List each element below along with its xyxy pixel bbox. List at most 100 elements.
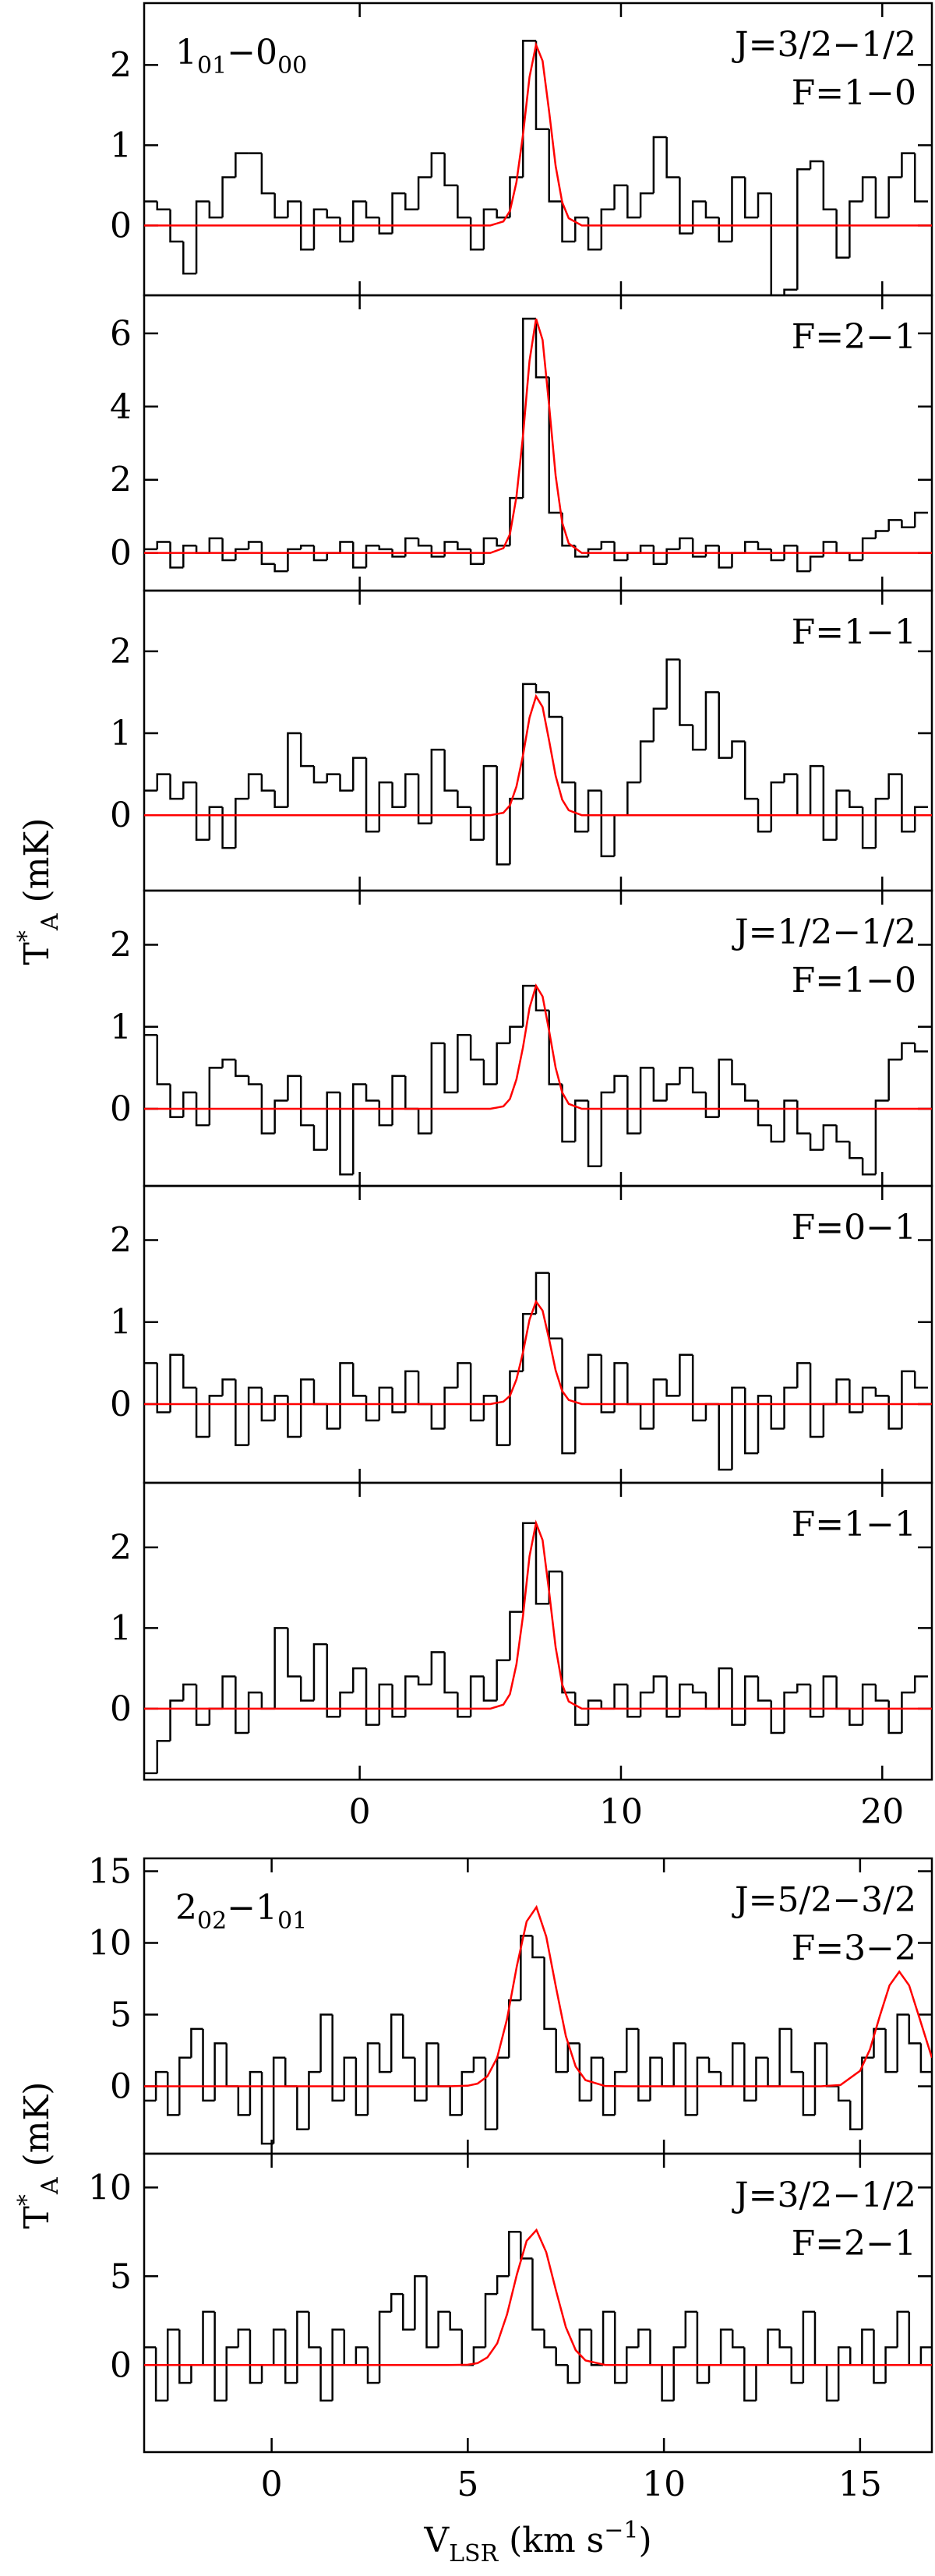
spectrum-step bbox=[652, 1067, 667, 1102]
spectrum-step bbox=[402, 2294, 415, 2331]
y-axis-label-part: * bbox=[13, 930, 41, 942]
spectrum-step bbox=[613, 1683, 628, 1709]
y-tick-label: 2 bbox=[110, 1528, 132, 1568]
spectrum-step bbox=[339, 217, 354, 243]
spectrum-step bbox=[299, 1075, 314, 1127]
spectrum-step bbox=[169, 774, 184, 800]
spectrum-step bbox=[469, 1035, 484, 1061]
spectrum-step bbox=[783, 1691, 798, 1733]
spectrum-step bbox=[626, 552, 641, 561]
y-tick-label: 5 bbox=[110, 1996, 132, 2035]
spectrum-step bbox=[704, 1403, 719, 1421]
spectrum-step bbox=[757, 799, 771, 833]
spectrum-step bbox=[326, 1091, 340, 1150]
line-label: F=3−2 bbox=[792, 1928, 916, 1968]
spectrum-step bbox=[587, 1353, 602, 1388]
spectrum-step bbox=[696, 2311, 710, 2384]
spectrum-step bbox=[913, 1371, 928, 1389]
spectrum-step bbox=[208, 201, 223, 219]
plot-area bbox=[144, 1904, 932, 2145]
spectrum-step bbox=[590, 2329, 604, 2366]
spectrum-step bbox=[600, 208, 615, 250]
spectrum-step bbox=[561, 1084, 576, 1143]
spectrum-step bbox=[639, 544, 654, 553]
spectrum-step bbox=[272, 2056, 286, 2144]
spectrum-step bbox=[472, 2056, 486, 2073]
spectrum-step bbox=[287, 200, 302, 218]
spectrum-step bbox=[417, 1371, 432, 1406]
spectrum-step bbox=[770, 781, 785, 832]
spectrum-step bbox=[472, 2346, 486, 2366]
spectrum-step bbox=[195, 782, 210, 842]
spectrum-step bbox=[825, 2043, 839, 2087]
x-tick-label: 20 bbox=[860, 1792, 904, 1832]
spectrum-step bbox=[404, 1370, 419, 1413]
spectrum-step bbox=[731, 2329, 745, 2348]
spectrum-step bbox=[873, 2329, 886, 2384]
spectrum-step bbox=[626, 2346, 639, 2384]
spectrum-step bbox=[874, 1387, 889, 1397]
spectrum-step bbox=[169, 209, 184, 243]
spectrum-step bbox=[365, 544, 379, 568]
y-tick-label: 6 bbox=[110, 314, 132, 354]
spectrum-step bbox=[704, 201, 719, 219]
spectrum-step bbox=[365, 1396, 379, 1422]
spectrum-step bbox=[312, 1379, 327, 1406]
spectrum-step bbox=[913, 1043, 928, 1053]
fit-line bbox=[144, 1299, 932, 1406]
spectrum-step bbox=[273, 1627, 288, 1709]
spectrum-step bbox=[430, 1403, 445, 1430]
spectrum-step bbox=[430, 152, 445, 178]
spectrum-step bbox=[235, 548, 249, 561]
spectrum-step bbox=[482, 1395, 497, 1421]
spectrum-step bbox=[247, 1386, 262, 1445]
spectrum-step bbox=[169, 1353, 184, 1413]
spectrum-step bbox=[770, 1396, 785, 1430]
spectrum-step bbox=[202, 2310, 215, 2366]
spectrum-step bbox=[887, 773, 902, 799]
spectrum-step bbox=[822, 541, 837, 557]
spectrum-step bbox=[449, 2086, 462, 2116]
spectrum-step bbox=[731, 1668, 746, 1726]
spectrum-step bbox=[757, 1676, 771, 1702]
spectrum-step bbox=[509, 1025, 524, 1043]
y-tick-label: 2 bbox=[110, 461, 132, 500]
spectrum-step bbox=[221, 1378, 236, 1396]
spectrum-step bbox=[260, 1084, 275, 1134]
spectrum-step bbox=[273, 563, 288, 573]
spectrum-step bbox=[469, 1363, 484, 1422]
y-tick-label: 0 bbox=[110, 1385, 132, 1424]
spectrum-step bbox=[457, 1362, 471, 1388]
spectrum-step bbox=[802, 2072, 815, 2116]
spectrum-step bbox=[339, 541, 354, 553]
spectrum-step bbox=[778, 2329, 792, 2348]
x-tick-label: 0 bbox=[261, 2465, 283, 2504]
transition-label-part: 2 bbox=[175, 1888, 197, 1928]
spectrum-step bbox=[796, 1100, 811, 1134]
spectrum-step bbox=[391, 549, 406, 558]
transition-label-part: 01 bbox=[277, 1907, 307, 1935]
spectrum-step bbox=[273, 1099, 288, 1134]
spectrum-step bbox=[896, 2310, 909, 2348]
spectrum-step bbox=[887, 176, 902, 218]
line-label: J=3/2−1/2 bbox=[732, 25, 916, 65]
spectrum-step bbox=[443, 541, 458, 557]
spectrum-step bbox=[299, 201, 314, 251]
spectrum-step bbox=[543, 1957, 556, 2031]
fit-line bbox=[144, 693, 932, 817]
spectrum-step bbox=[166, 2328, 180, 2401]
spectrum-step bbox=[169, 1699, 184, 1741]
spectrum-step bbox=[319, 2347, 333, 2402]
spectrum-step bbox=[430, 1042, 445, 1134]
x-tick-label: 15 bbox=[838, 2465, 882, 2504]
line-label: F=2−1 bbox=[792, 2224, 916, 2264]
spectrum-step bbox=[639, 1691, 654, 1717]
spectrum-step bbox=[718, 1058, 732, 1117]
spectrum-step bbox=[679, 659, 693, 726]
spectrum-step bbox=[743, 1084, 759, 1102]
spectrum-step bbox=[665, 1083, 680, 1101]
spectrum-step bbox=[783, 1099, 798, 1142]
spectrum-step bbox=[679, 1067, 693, 1085]
spectrum-step bbox=[247, 1075, 262, 1085]
